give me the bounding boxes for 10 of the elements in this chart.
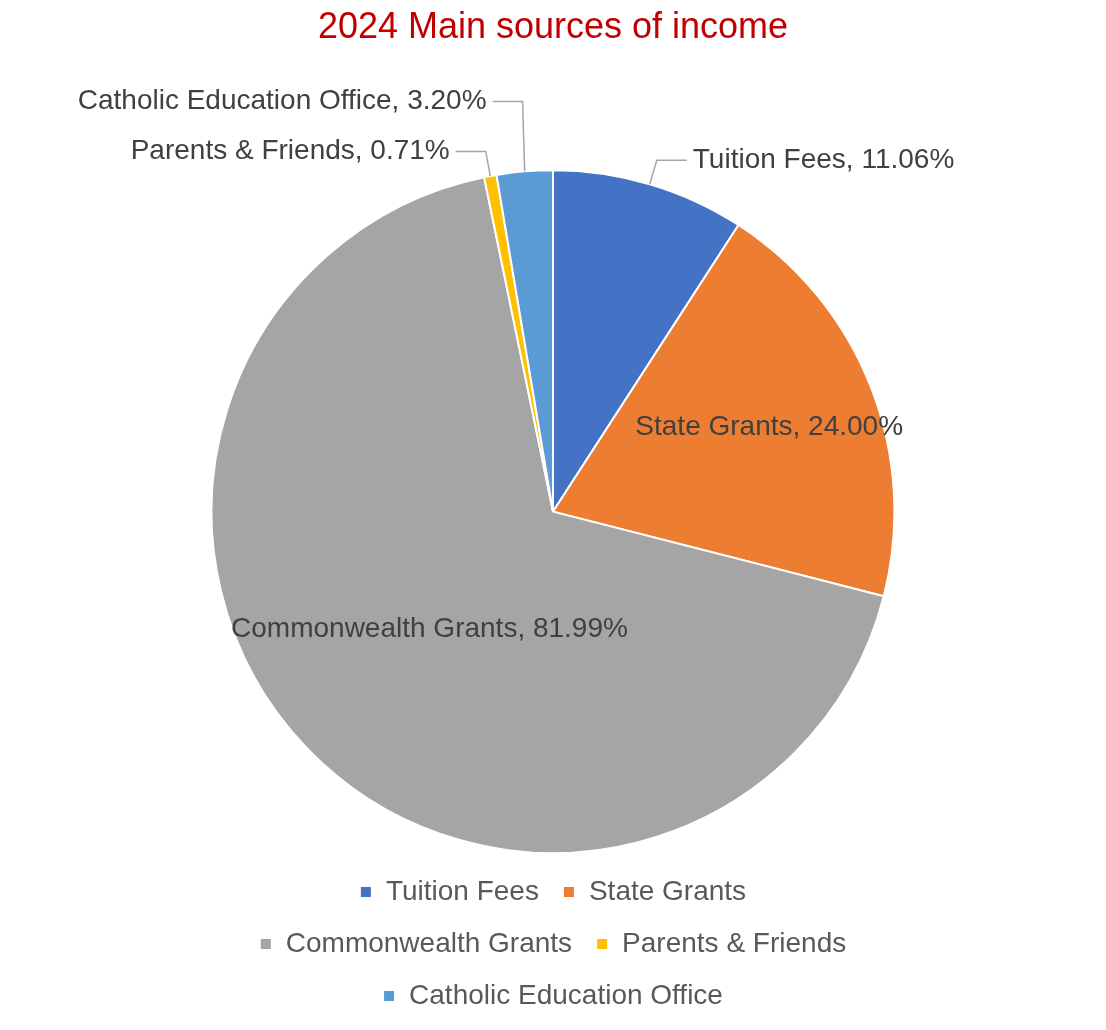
data-label: Tuition Fees, 11.06%	[692, 142, 955, 174]
legend-label: State Grants	[588, 874, 747, 906]
legend-label: Commonwealth Grants	[285, 926, 573, 958]
legend-label: Parents & Friends	[622, 926, 847, 958]
legend-label: Tuition Fees	[385, 874, 539, 906]
legend-label: Catholic Education Office	[409, 978, 723, 1010]
data-label: Commonwealth Grants, 81.99%	[231, 612, 628, 644]
data-label: Catholic Education Office, 3.20%	[77, 84, 487, 116]
data-label: Parents & Friends, 0.71%	[130, 134, 450, 166]
chart-title: 2024 Main sources of income	[317, 4, 789, 46]
